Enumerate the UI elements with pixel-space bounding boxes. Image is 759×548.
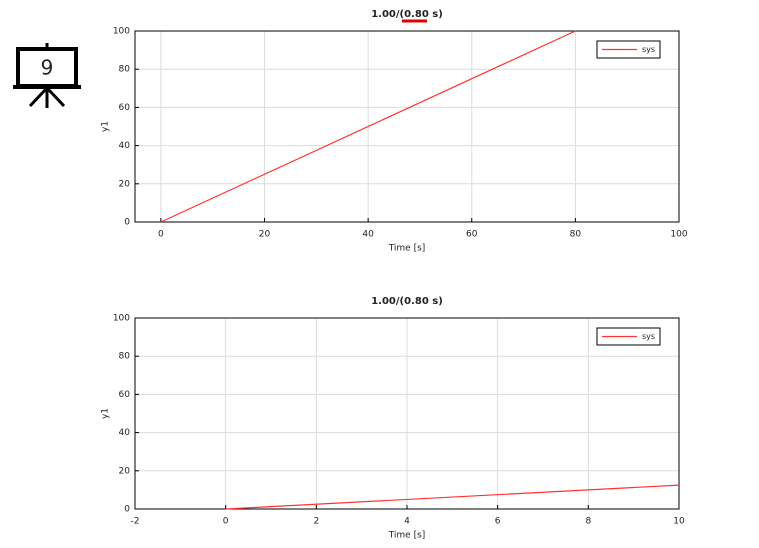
x-tick-label: 10 [673,517,685,527]
y-tick-label: 100 [113,27,130,37]
y-tick-label: 20 [119,466,131,476]
y-tick-label: 60 [119,103,131,113]
x-tick-label: 6 [495,517,501,527]
plot-frame [134,317,680,510]
x-axis-label: Time [s] [388,531,426,541]
plot-frame [134,30,680,223]
icon-label: 9 [41,56,54,80]
x-tick-label: 0 [158,230,164,240]
y-axis-label: y1 [101,121,111,132]
y-tick-label: 60 [119,390,131,400]
legend-label: sys [642,332,655,341]
data-line [160,30,576,223]
x-tick-label: 20 [259,230,271,240]
x-tick-label: 8 [585,517,591,527]
legend-label: sys [642,45,655,54]
x-tick-label: 60 [466,230,478,240]
x-tick-label: 2 [313,517,319,527]
data-line [225,484,680,510]
y-tick-label: 80 [119,65,131,75]
y-tick-label: 80 [119,352,131,362]
x-axis-label: Time [s] [388,244,426,254]
y-tick-label: 100 [113,314,130,324]
x-tick-label: 0 [223,517,229,527]
x-tick-label: 40 [362,230,374,240]
x-tick-label: -2 [131,517,140,527]
chart-title: 1.00/(0.80 s) [371,9,443,20]
x-tick-label: 80 [570,230,582,240]
x-tick-label: 100 [670,230,687,240]
y-tick-label: 0 [124,505,130,515]
x-tick-label: 4 [404,517,410,527]
y-tick-label: 40 [119,141,131,151]
y-tick-label: 0 [124,218,130,228]
y-tick-label: 40 [119,428,131,438]
y-axis-label: y1 [101,408,111,419]
chart-title: 1.00/(0.80 s) [371,296,443,307]
y-tick-label: 20 [119,179,131,189]
presentation-icon: 9 [13,43,81,108]
